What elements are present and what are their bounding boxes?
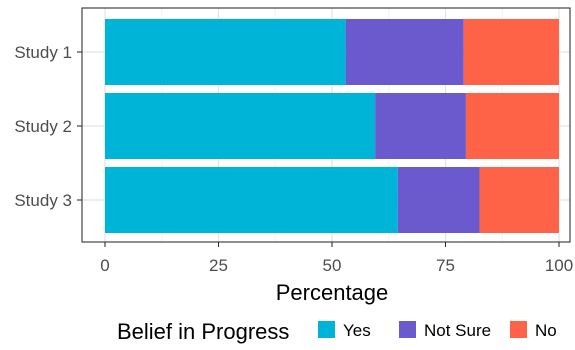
bar-no-study-3: [479, 167, 559, 233]
x-tick-label: 100: [545, 256, 573, 275]
bar-no-study-2: [465, 93, 559, 159]
y-tick-label: Study 2: [14, 117, 72, 136]
legend-title: Belief in Progress: [117, 319, 289, 344]
x-tick-label: 50: [323, 256, 342, 275]
x-axis-title: Percentage: [276, 280, 389, 305]
x-tick-label: 25: [209, 256, 228, 275]
y-tick-label: Study 3: [14, 191, 72, 210]
bar-yes-study-1: [105, 19, 346, 85]
legend-label-not-sure: Not Sure: [424, 321, 491, 340]
legend-key-no: [510, 321, 527, 338]
legend: Belief in Progress Yes Not Sure No: [117, 319, 557, 344]
legend-key-not-sure: [399, 321, 416, 338]
bar-yes-study-3: [105, 167, 398, 233]
bar-not-sure-study-3: [397, 167, 480, 233]
y-tick-label: Study 1: [14, 43, 72, 62]
legend-items: Yes Not Sure No: [318, 321, 557, 340]
x-tick-label: 75: [436, 256, 455, 275]
legend-label-no: No: [535, 321, 557, 340]
panel-border: [81, 7, 571, 243]
plot-area: Study 1 Study 2 Study 3 0 25 50 75 100: [14, 7, 573, 275]
bar-not-sure-study-1: [345, 19, 464, 85]
legend-key-yes: [318, 321, 335, 338]
bar-yes-study-2: [105, 93, 376, 159]
bar-no-study-1: [463, 19, 559, 85]
x-tick-label: 0: [100, 256, 109, 275]
legend-label-yes: Yes: [343, 321, 371, 340]
bar-not-sure-study-2: [375, 93, 466, 159]
